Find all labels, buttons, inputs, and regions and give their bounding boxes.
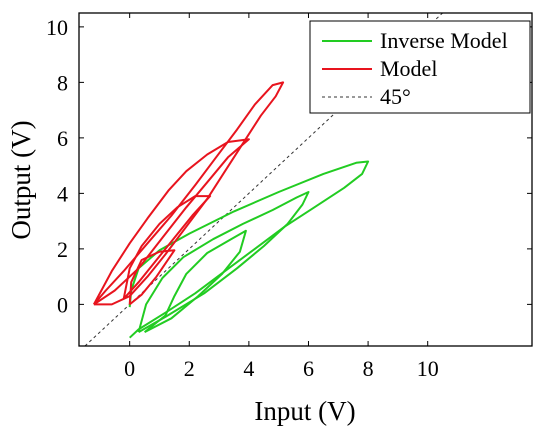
y-axis: 0 2 4 6 8 10 xyxy=(46,15,532,317)
series-loop-inverse-model-1 xyxy=(128,160,370,339)
plot-frame xyxy=(78,12,533,347)
plot-lines xyxy=(84,13,443,346)
series-loop-model-3 xyxy=(122,195,212,300)
legend-label-diagonal: 45° xyxy=(380,84,411,109)
y-tick-label: 4 xyxy=(57,181,68,206)
series-loop-inverse-model-2 xyxy=(137,191,310,333)
x-tick-label: 6 xyxy=(303,356,314,381)
series-loop-inverse-model-3 xyxy=(143,229,247,333)
legend-box xyxy=(309,20,531,114)
series-loop-model-1 xyxy=(93,81,285,306)
x-tick-label: 8 xyxy=(363,356,374,381)
x-axis: 0 2 4 6 8 10 xyxy=(124,13,439,381)
legend: Inverse Model Model 45° xyxy=(309,20,531,114)
x-axis-label: Input (V) xyxy=(254,396,355,426)
x-tick-label: 0 xyxy=(124,356,135,381)
series-loop-model-4 xyxy=(128,249,176,306)
y-axis-label: Output (V) xyxy=(6,120,36,239)
x-tick-label: 2 xyxy=(184,356,195,381)
legend-label-model: Model xyxy=(380,56,437,81)
y-tick-label: 10 xyxy=(46,15,68,40)
y-tick-label: 8 xyxy=(57,70,68,95)
y-tick-label: 0 xyxy=(57,292,68,317)
x-tick-label: 10 xyxy=(417,356,439,381)
legend-label-inverse-model: Inverse Model xyxy=(380,28,508,53)
series-loop-model-2 xyxy=(93,138,250,306)
y-tick-label: 2 xyxy=(57,237,68,262)
y-tick-label: 6 xyxy=(57,126,68,151)
x-tick-label: 4 xyxy=(243,356,254,381)
